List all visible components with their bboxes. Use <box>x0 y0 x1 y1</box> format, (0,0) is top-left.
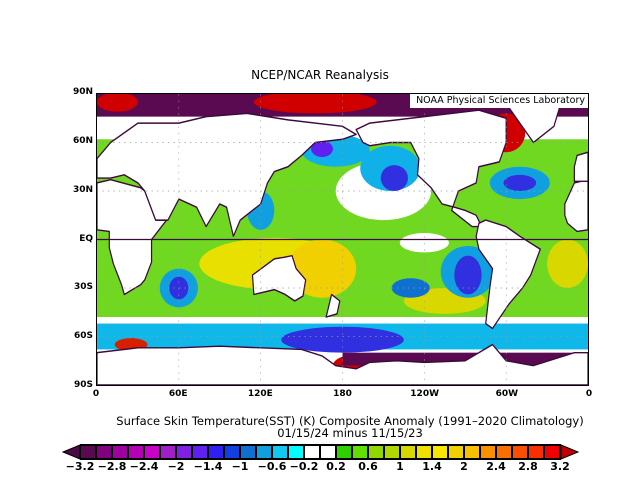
field-arctic-red2 <box>97 94 138 112</box>
new-zealand <box>325 293 341 318</box>
colorbar-swatch <box>192 445 208 459</box>
field-blue-npac <box>380 165 408 191</box>
lat-tick-label: EQ <box>79 233 93 244</box>
caption-variable: Surface Skin Temperature(SST) (K) Compos… <box>116 414 584 428</box>
colorbar-label: 0.2 <box>326 460 346 473</box>
colorbar-swatch <box>96 445 112 459</box>
colorbar-swatch <box>208 445 224 459</box>
colorbar-label: −0.6 <box>257 460 287 473</box>
colorbar-swatch <box>432 445 448 459</box>
colorbar-swatch <box>320 445 336 459</box>
colorbar-swatch <box>240 445 256 459</box>
lon-tick-label: 0 <box>92 389 100 399</box>
lat-tick-label: 30N <box>72 184 93 195</box>
caption-dates: 01/15/24 minus 11/15/23 <box>277 426 423 440</box>
colorbar-swatch <box>400 445 416 459</box>
lat-tick-label: 30S <box>73 282 93 293</box>
continents <box>97 102 588 385</box>
field-yellow-atlantic <box>547 239 588 288</box>
lon-tick-label: 180 <box>333 389 352 399</box>
colorbar-label: 3.2 <box>550 460 570 473</box>
colorbar-label: −3.2 <box>65 460 95 473</box>
colorbar-swatch <box>528 445 544 459</box>
australia <box>251 254 307 302</box>
colorbar-label: 0.6 <box>358 460 378 473</box>
colorbar-swatch <box>112 445 128 459</box>
field-purple-npac <box>311 140 333 158</box>
antarctica <box>97 343 588 385</box>
colorbar-swatch <box>416 445 432 459</box>
colorbar-label: −2 <box>167 460 185 473</box>
colorbar-label: 2.4 <box>486 460 506 473</box>
lon-tick-label: 120E <box>247 389 273 399</box>
colorbar-swatch <box>464 445 480 459</box>
lat-tick-label: 90N <box>72 87 93 97</box>
colorbar-swatch <box>128 445 144 459</box>
colorbar-swatch <box>384 445 400 459</box>
map-canvas <box>97 94 588 385</box>
credit-label: NOAA Physical Sciences Laboratory <box>410 94 588 108</box>
south-america <box>475 219 541 330</box>
colorbar-swatch <box>512 445 528 459</box>
colorbar-label: −2.8 <box>97 460 127 473</box>
europe-west <box>573 151 588 183</box>
colorbar-swatch <box>176 445 192 459</box>
lon-tick-label: 120W <box>410 389 440 399</box>
colorbar-swatch <box>496 445 512 459</box>
colorbar-under-arrow <box>62 444 81 460</box>
colorbar-label: −1 <box>231 460 249 473</box>
colorbar-swatch <box>160 445 176 459</box>
lon-tick-label: 0 <box>585 389 593 399</box>
colorbar-label: 2.8 <box>518 460 538 473</box>
lat-tick-label: 60S <box>73 331 93 342</box>
colorbar-swatch <box>256 445 272 459</box>
colorbar-swatch <box>368 445 384 459</box>
lon-tick-label: 60W <box>495 389 519 399</box>
lat-tick-label: 60N <box>72 135 93 146</box>
chart-title: NCEP/NCAR Reanalysis <box>251 68 389 82</box>
colorbar-label: 1.4 <box>422 460 442 473</box>
field-blue-natl <box>503 174 537 191</box>
colorbar-swatch <box>480 445 496 459</box>
colorbar-label: −1.4 <box>193 460 223 473</box>
field-blue-spac <box>391 278 430 298</box>
lon-tick-label: 60E <box>168 389 188 399</box>
colorbar-swatch <box>352 445 368 459</box>
colorbar-swatch <box>144 445 160 459</box>
colorbar-swatch <box>544 445 560 459</box>
colorbar-label: −0.2 <box>289 460 319 473</box>
field-blue-sepac <box>454 255 482 295</box>
anomaly-map <box>96 93 589 386</box>
colorbar-swatch <box>224 445 240 459</box>
colorbar-label: −2.4 <box>129 460 159 473</box>
colorbar-over-arrow <box>560 444 579 460</box>
eurasia <box>97 112 357 237</box>
colorbar-swatch <box>272 445 288 459</box>
colorbar-label: 1 <box>396 460 404 473</box>
colorbar-swatch <box>288 445 304 459</box>
colorbar-swatch <box>80 445 96 459</box>
colorbar-swatch <box>336 445 352 459</box>
africa-west <box>564 178 588 233</box>
lat-tick-label: 90S <box>73 380 93 390</box>
colorbar-label: 2 <box>460 460 468 473</box>
colorbar-swatch <box>448 445 464 459</box>
colorbar-swatch <box>304 445 320 459</box>
field-arctic-red <box>253 94 377 114</box>
